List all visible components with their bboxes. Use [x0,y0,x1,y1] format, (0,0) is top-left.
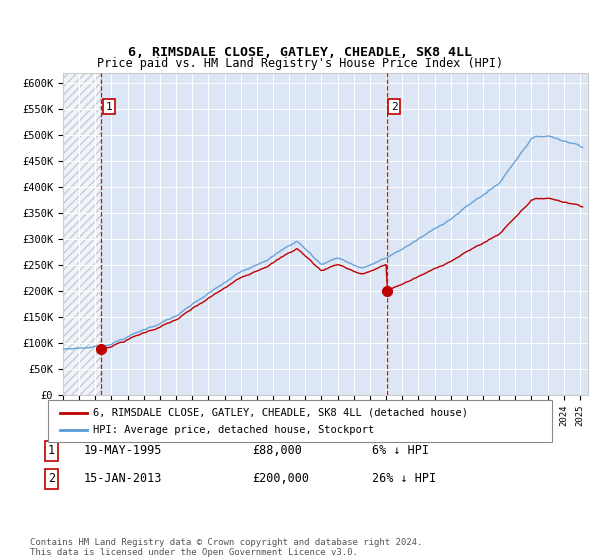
Text: 2: 2 [48,472,55,486]
Text: Contains HM Land Registry data © Crown copyright and database right 2024.
This d: Contains HM Land Registry data © Crown c… [30,538,422,557]
Polygon shape [63,73,101,395]
Text: HPI: Average price, detached house, Stockport: HPI: Average price, detached house, Stoc… [93,424,374,435]
Text: 6, RIMSDALE CLOSE, GATLEY, CHEADLE, SK8 4LL (detached house): 6, RIMSDALE CLOSE, GATLEY, CHEADLE, SK8 … [93,408,468,418]
Text: Price paid vs. HM Land Registry's House Price Index (HPI): Price paid vs. HM Land Registry's House … [97,57,503,70]
Text: 26% ↓ HPI: 26% ↓ HPI [372,472,436,486]
Text: 15-JAN-2013: 15-JAN-2013 [84,472,163,486]
Text: £200,000: £200,000 [252,472,309,486]
Text: 6, RIMSDALE CLOSE, GATLEY, CHEADLE, SK8 4LL: 6, RIMSDALE CLOSE, GATLEY, CHEADLE, SK8 … [128,46,472,59]
Text: 6% ↓ HPI: 6% ↓ HPI [372,444,429,458]
Text: 2: 2 [391,101,398,111]
Text: 1: 1 [48,444,55,458]
Text: 19-MAY-1995: 19-MAY-1995 [84,444,163,458]
Text: 1: 1 [106,101,112,111]
Text: £88,000: £88,000 [252,444,302,458]
